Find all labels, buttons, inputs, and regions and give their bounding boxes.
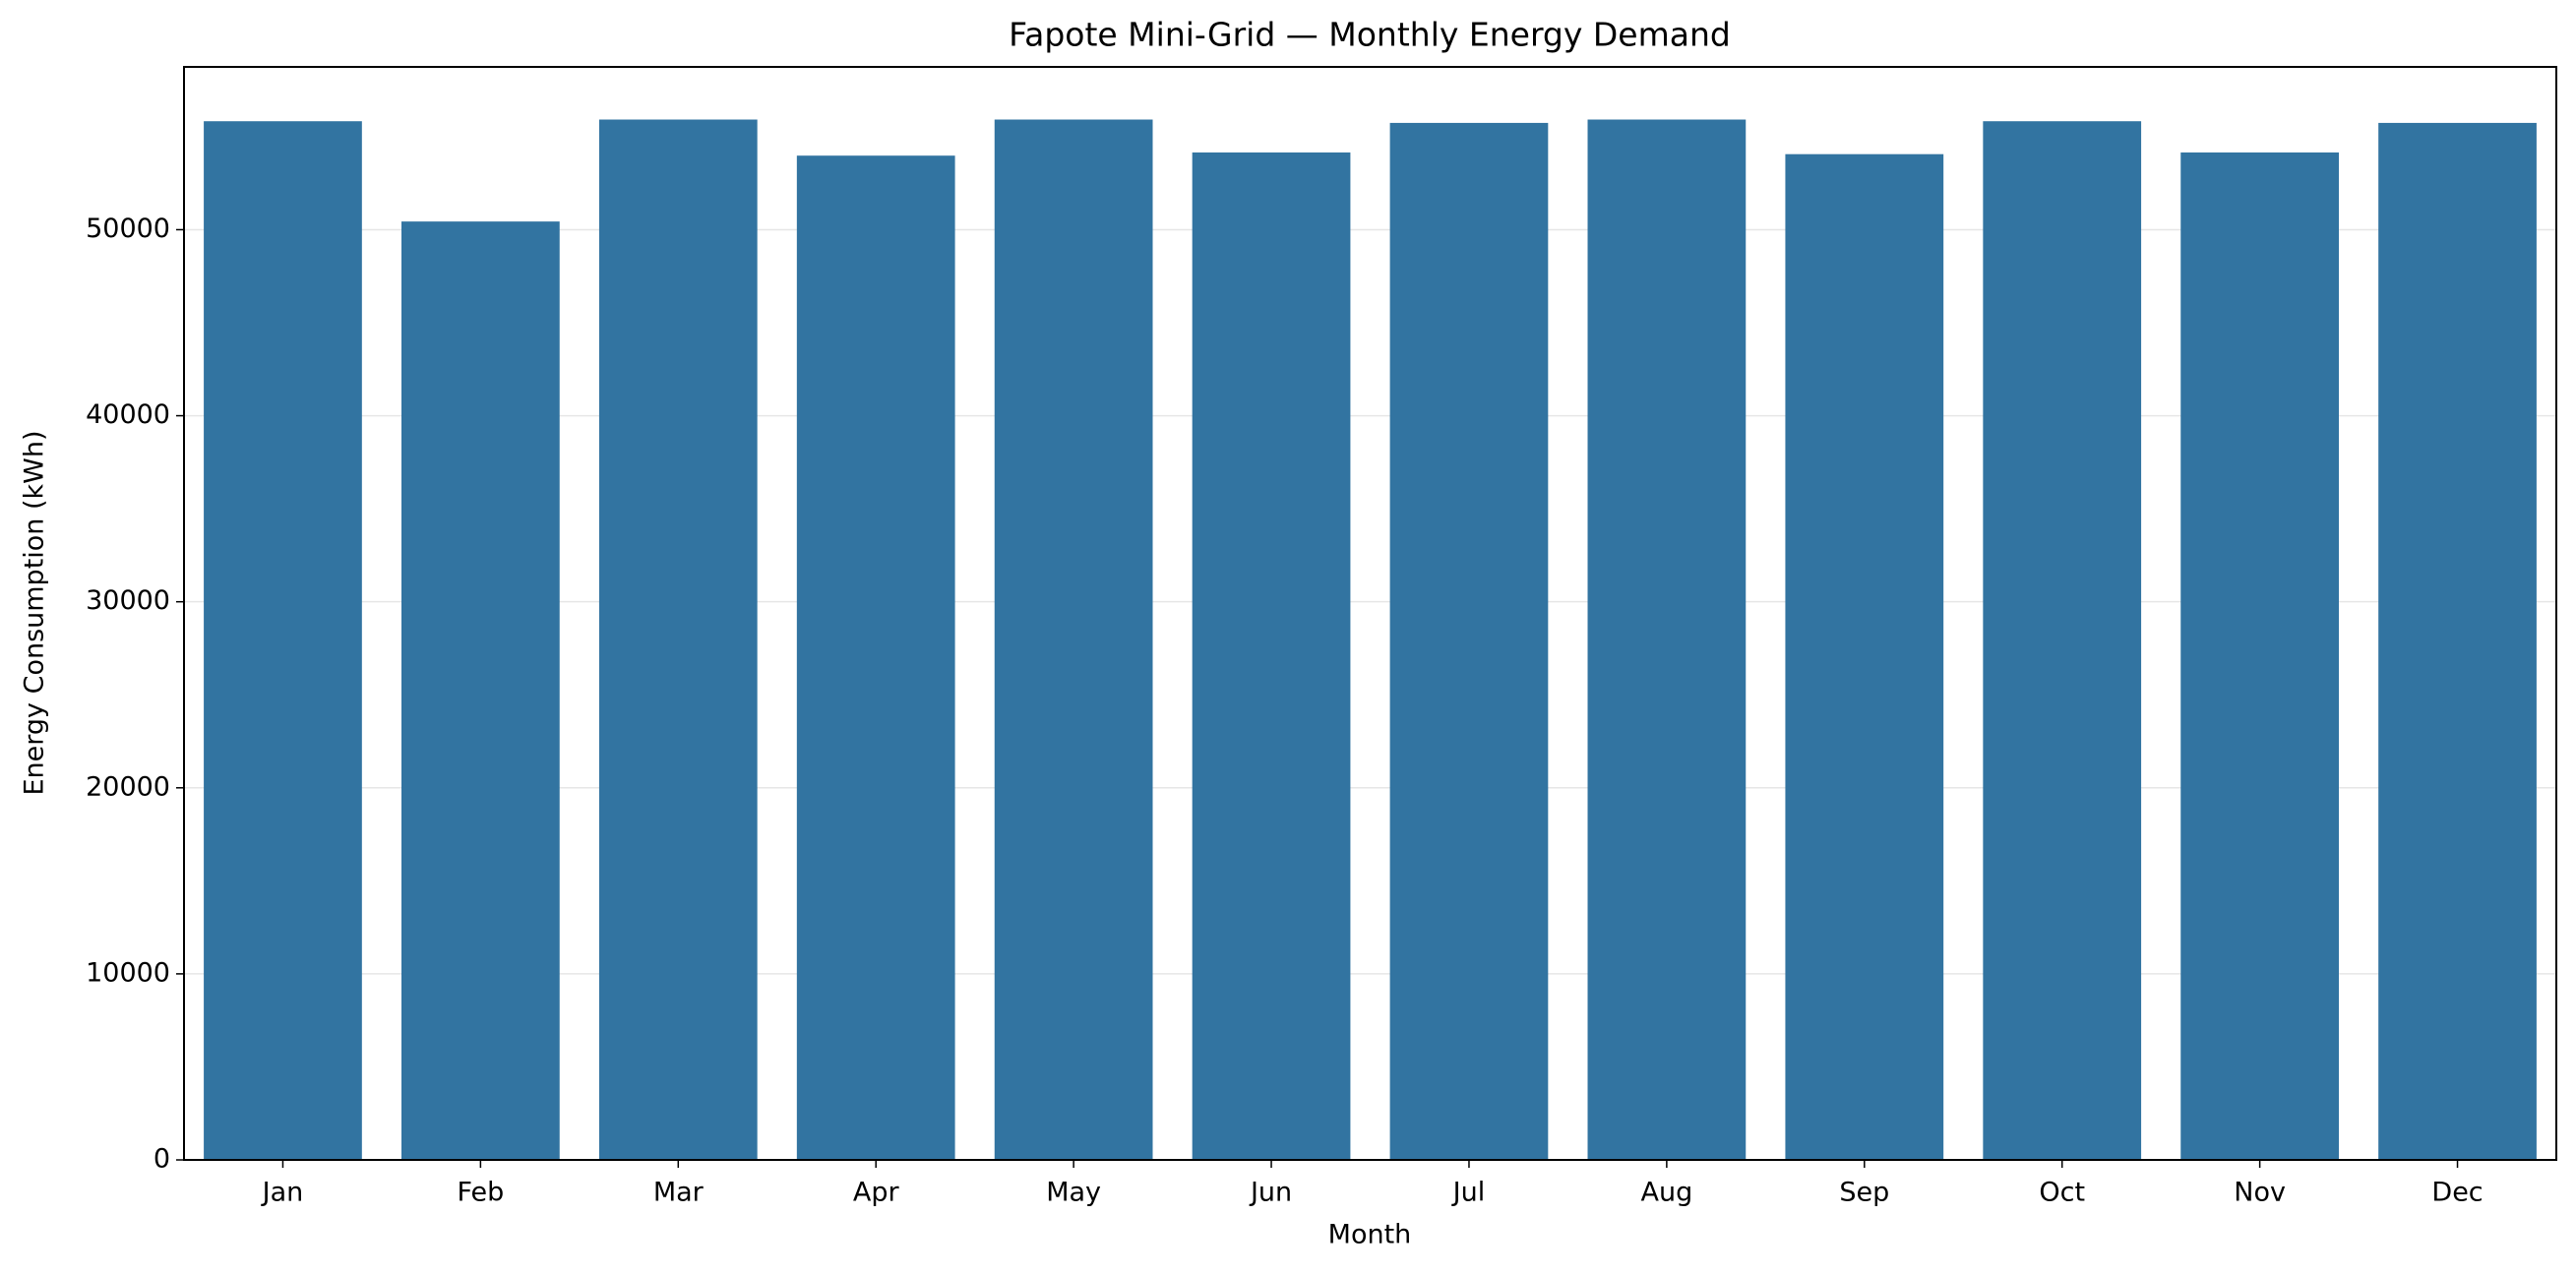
bar bbox=[1389, 122, 1549, 1160]
bar bbox=[994, 119, 1153, 1161]
bar bbox=[1587, 119, 1747, 1161]
bar bbox=[1983, 121, 2142, 1160]
bar bbox=[1785, 153, 1944, 1160]
x-tick-label: Aug bbox=[1641, 1178, 1693, 1208]
bar bbox=[2180, 152, 2339, 1161]
x-tick-label: Feb bbox=[457, 1178, 504, 1208]
y-tick-label: 10000 bbox=[86, 957, 170, 988]
y-axis-label: Energy Consumption (kWh) bbox=[20, 430, 50, 795]
y-tick-label: 50000 bbox=[86, 213, 170, 244]
bar bbox=[204, 121, 362, 1160]
x-tick-label: May bbox=[1046, 1178, 1101, 1208]
x-axis-label: Month bbox=[1328, 1220, 1412, 1250]
bar bbox=[401, 221, 560, 1160]
x-tick-label: Mar bbox=[653, 1178, 705, 1208]
y-tick-label: 40000 bbox=[86, 399, 170, 430]
bar bbox=[598, 119, 758, 1161]
plot-frame bbox=[183, 66, 2557, 1161]
x-tick-label: Apr bbox=[853, 1178, 900, 1208]
y-tick-label: 0 bbox=[153, 1144, 170, 1175]
x-tick-label: Oct bbox=[2039, 1178, 2085, 1208]
x-tick-label: Jul bbox=[1451, 1178, 1486, 1208]
chart-title: Fapote Mini-Grid — Monthly Energy Demand bbox=[1009, 16, 1731, 54]
y-tick-label: 30000 bbox=[86, 585, 170, 616]
bar bbox=[796, 155, 955, 1161]
x-tick-label: Nov bbox=[2234, 1178, 2286, 1208]
x-tick-label: Dec bbox=[2431, 1178, 2483, 1208]
x-tick-label: Sep bbox=[1839, 1178, 1889, 1208]
bar bbox=[2378, 122, 2537, 1160]
y-tick-label: 20000 bbox=[86, 771, 170, 802]
x-tick-label: Jun bbox=[1249, 1178, 1292, 1208]
bar bbox=[1192, 152, 1351, 1161]
x-tick-label: Jan bbox=[261, 1178, 304, 1208]
